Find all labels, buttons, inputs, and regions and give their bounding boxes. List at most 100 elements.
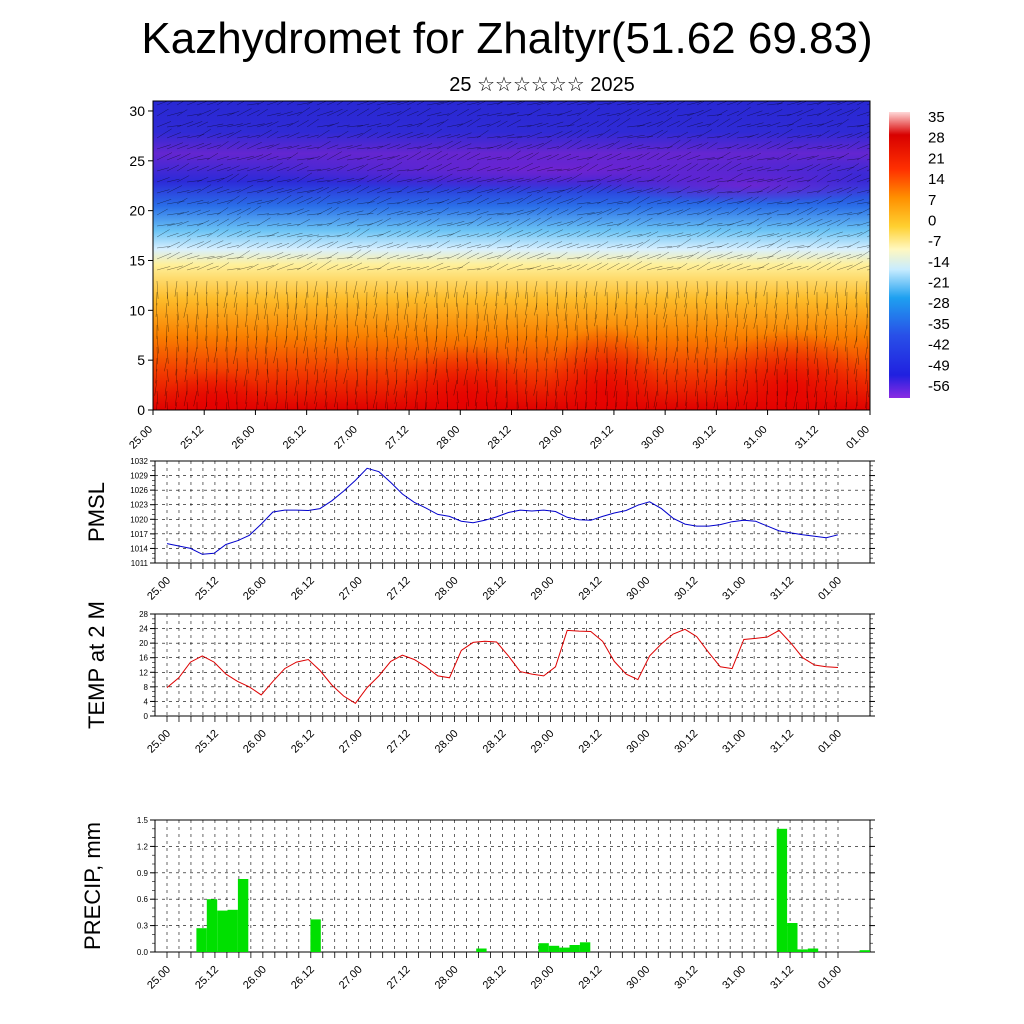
wind-barb bbox=[564, 302, 568, 321]
wind-barb bbox=[296, 145, 312, 150]
wind-barb bbox=[646, 188, 661, 194]
wind-barb bbox=[536, 135, 551, 139]
wind-barb bbox=[546, 168, 562, 172]
wind-barb bbox=[376, 124, 390, 128]
wind-barb bbox=[574, 379, 578, 395]
wind-barb bbox=[686, 245, 702, 249]
wind-barb bbox=[466, 390, 470, 407]
wind-barb bbox=[326, 302, 329, 321]
wind-barb bbox=[826, 357, 830, 375]
wind-barb bbox=[343, 368, 348, 384]
wind-barb bbox=[326, 241, 339, 249]
wind-barb bbox=[506, 230, 524, 238]
wind-barb bbox=[806, 190, 821, 194]
wind-barb bbox=[376, 143, 391, 150]
wind-barb bbox=[716, 263, 731, 271]
wind-barb bbox=[586, 153, 598, 161]
wind-barb bbox=[416, 219, 432, 227]
wind-barb bbox=[666, 267, 681, 271]
wind-barb bbox=[266, 242, 283, 249]
wind-barb bbox=[856, 245, 870, 249]
wind-barb bbox=[236, 222, 250, 227]
wind-barb bbox=[484, 324, 488, 341]
wind-barb bbox=[316, 194, 331, 205]
wind-barb bbox=[656, 164, 670, 172]
wind-barb bbox=[295, 357, 298, 371]
wind-barb bbox=[245, 390, 248, 404]
wind-barb bbox=[806, 357, 809, 376]
wind-barb bbox=[236, 184, 254, 194]
wind-barb bbox=[676, 117, 692, 128]
wind-barb bbox=[606, 357, 609, 375]
wind-barb bbox=[226, 324, 229, 342]
wind-barb bbox=[636, 346, 639, 364]
wind-barb bbox=[656, 324, 658, 341]
wind-barb bbox=[476, 178, 495, 183]
wind-barb bbox=[446, 346, 449, 360]
wind-barb bbox=[246, 357, 249, 374]
wind-barb bbox=[826, 131, 840, 139]
x-tick-label: 26.00 bbox=[241, 964, 269, 992]
wind-barb bbox=[536, 265, 555, 271]
wind-barb bbox=[584, 357, 588, 375]
wind-barb bbox=[625, 335, 628, 349]
wind-barb bbox=[524, 357, 528, 373]
wind-barb bbox=[496, 120, 508, 128]
wind-barb bbox=[276, 357, 279, 372]
wind-barb bbox=[626, 196, 640, 205]
wind-barb bbox=[586, 250, 600, 260]
wind-barb bbox=[816, 220, 832, 227]
wind-barb bbox=[366, 401, 368, 410]
wind-barb bbox=[585, 401, 588, 410]
wind-barb bbox=[355, 346, 358, 360]
wind-barb bbox=[676, 175, 692, 183]
wind-barb bbox=[235, 324, 238, 342]
wind-barb bbox=[736, 155, 753, 161]
wind-barb bbox=[746, 122, 764, 128]
wind-barb bbox=[536, 113, 551, 117]
wind-barb bbox=[286, 208, 304, 216]
wind-barb bbox=[655, 335, 658, 351]
wind-barb bbox=[246, 142, 262, 150]
x-tick-label: 28.12 bbox=[481, 728, 509, 756]
wind-barb bbox=[166, 132, 181, 139]
wind-barb bbox=[356, 201, 375, 205]
wind-barb bbox=[396, 186, 409, 194]
wind-barb bbox=[816, 145, 833, 150]
wind-barb bbox=[824, 302, 828, 316]
wind-barb bbox=[826, 179, 840, 183]
wind-barb bbox=[236, 142, 248, 150]
wind-barb bbox=[156, 208, 168, 216]
wind-barb bbox=[736, 106, 751, 117]
wind-barb bbox=[676, 280, 680, 299]
wind-barb bbox=[855, 280, 858, 299]
wind-barb bbox=[266, 197, 279, 205]
wind-barb bbox=[576, 253, 590, 260]
precip-bar bbox=[476, 948, 487, 952]
wind-barb bbox=[526, 291, 529, 307]
wind-barb bbox=[476, 156, 491, 161]
wind-barb bbox=[196, 240, 212, 249]
wind-barb bbox=[354, 379, 358, 395]
wind-barb bbox=[745, 280, 748, 294]
wind-barb bbox=[196, 233, 212, 238]
wind-barb bbox=[626, 176, 642, 183]
wind-barb bbox=[183, 302, 188, 318]
wind-barb bbox=[406, 199, 422, 205]
wind-barb bbox=[294, 379, 298, 396]
wind-barb bbox=[796, 134, 812, 139]
wind-barb bbox=[643, 368, 648, 385]
wind-barb bbox=[286, 254, 303, 260]
wind-barb bbox=[256, 129, 272, 139]
wind-barb bbox=[596, 119, 610, 128]
wind-barb bbox=[656, 246, 673, 249]
wind-barb bbox=[206, 229, 219, 238]
wind-barb bbox=[594, 368, 598, 384]
wind-barb bbox=[616, 230, 631, 238]
wind-barb bbox=[806, 218, 823, 227]
wind-barb bbox=[176, 153, 191, 161]
wind-barb bbox=[476, 188, 494, 194]
wind-barb bbox=[653, 390, 658, 408]
wind-barb bbox=[336, 189, 349, 194]
